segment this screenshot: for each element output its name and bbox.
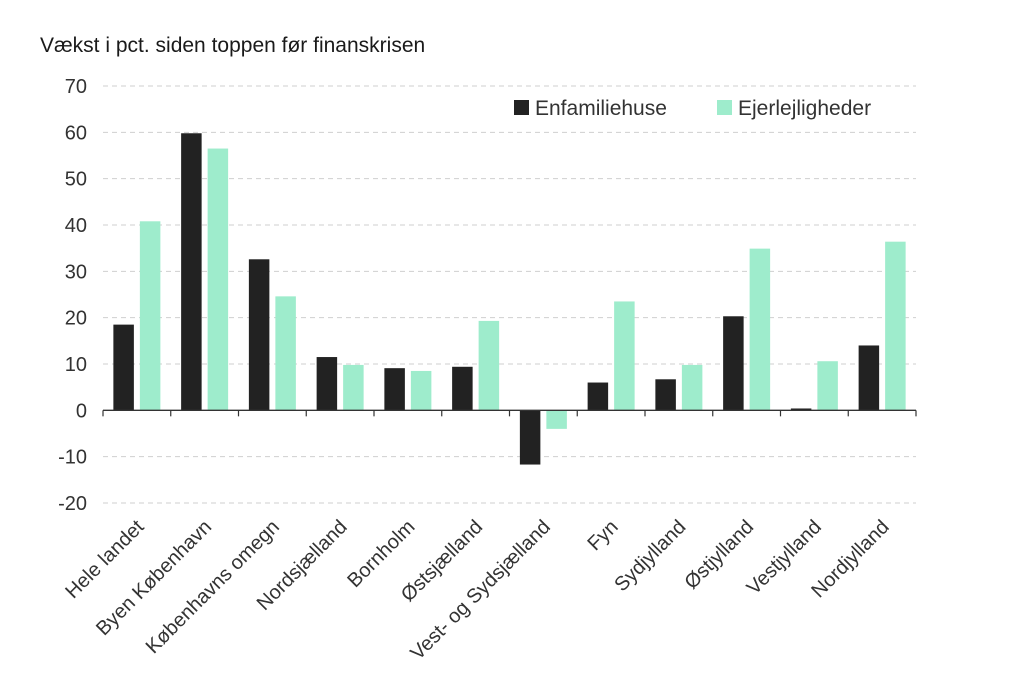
bar-ejerlejligheder bbox=[681, 364, 703, 411]
legend-label: Ejerlejligheder bbox=[738, 97, 871, 120]
x-tick-label: Vest- og Sydsjælland bbox=[406, 516, 554, 664]
bar-enfamiliehuse bbox=[858, 345, 880, 411]
bar-ejerlejligheder bbox=[410, 370, 432, 411]
bar-enfamiliehuse bbox=[790, 408, 812, 411]
y-tick-label: 40 bbox=[65, 215, 87, 237]
x-axis bbox=[102, 409, 917, 417]
y-tick-label: 30 bbox=[65, 261, 87, 283]
y-tick-label: -20 bbox=[58, 493, 87, 515]
bar-ejerlejligheder bbox=[546, 410, 567, 429]
bar-enfamiliehuse bbox=[519, 410, 541, 465]
bar-ejerlejligheder bbox=[885, 241, 906, 411]
bar-enfamiliehuse bbox=[248, 259, 270, 411]
x-tick-label: Sydjylland bbox=[610, 516, 690, 596]
y-tick-label: 50 bbox=[65, 169, 87, 191]
x-tick-label: Fyn bbox=[584, 516, 623, 555]
legend-swatch bbox=[717, 100, 732, 115]
bar-enfamiliehuse bbox=[316, 357, 338, 411]
bar-ejerlejligheder bbox=[207, 148, 229, 411]
y-tick-label: 0 bbox=[76, 400, 87, 422]
y-tick-label: 10 bbox=[65, 354, 87, 376]
bar-enfamiliehuse bbox=[587, 382, 609, 411]
bar-ejerlejligheder bbox=[478, 320, 500, 411]
y-tick-label: 60 bbox=[65, 122, 87, 144]
bar-enfamiliehuse bbox=[384, 368, 405, 411]
bar-enfamiliehuse bbox=[452, 366, 473, 411]
bars bbox=[113, 133, 906, 465]
bar-ejerlejligheder bbox=[275, 296, 296, 411]
y-tick-label: -10 bbox=[58, 447, 87, 469]
y-tick-label: 70 bbox=[65, 76, 87, 98]
bar-enfamiliehuse bbox=[181, 133, 202, 411]
legend-swatch bbox=[514, 100, 529, 115]
y-tick-labels: -20 -10 0 10 20 30 40 50 60 70 bbox=[58, 76, 87, 515]
y-axis-title: Vækst i pct. siden toppen før finanskris… bbox=[40, 34, 426, 57]
bar-ejerlejligheder bbox=[817, 361, 838, 411]
bar-ejerlejligheder bbox=[139, 221, 161, 411]
legend: Enfamiliehuse Ejerlejligheder bbox=[514, 97, 871, 120]
x-tick-label: Byen København bbox=[92, 516, 216, 640]
x-tick-label: Københavns omegn bbox=[142, 516, 284, 658]
bar-enfamiliehuse bbox=[723, 316, 744, 411]
bar-ejerlejligheder bbox=[614, 301, 635, 411]
bar-enfamiliehuse bbox=[113, 324, 134, 411]
gridlines bbox=[103, 85, 916, 504]
legend-label: Enfamiliehuse bbox=[535, 97, 667, 120]
bar-ejerlejligheder bbox=[749, 248, 771, 411]
y-tick-label: 20 bbox=[65, 308, 87, 330]
bar-ejerlejligheder bbox=[343, 364, 364, 411]
bar-enfamiliehuse bbox=[655, 379, 676, 411]
